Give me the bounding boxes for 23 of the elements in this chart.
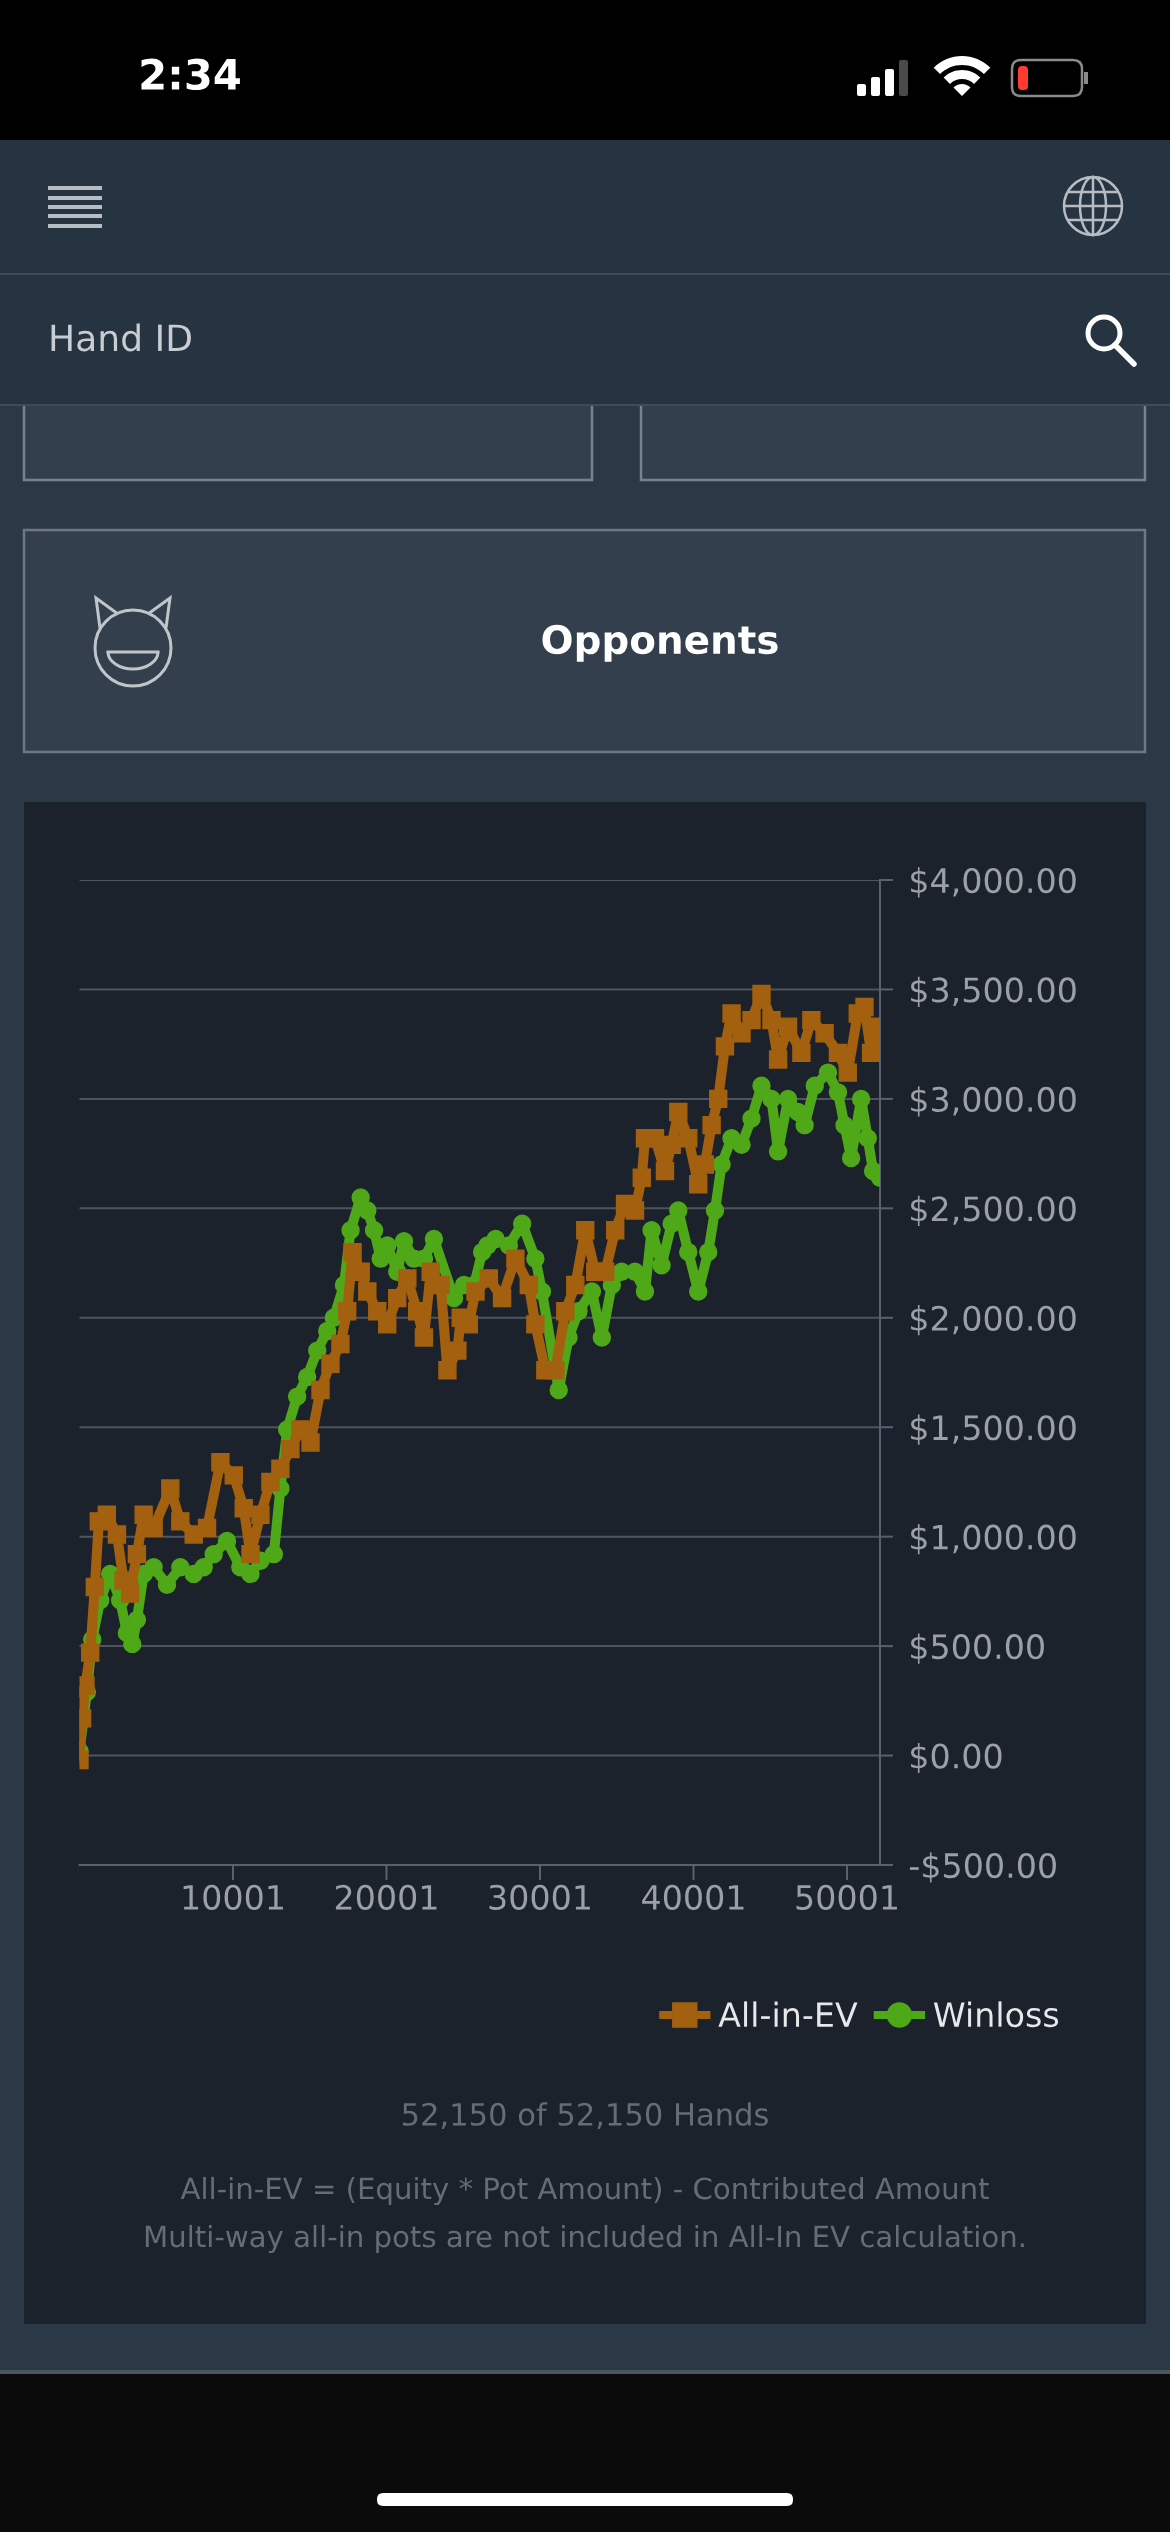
x-tick-label: 30001 <box>489 1884 590 1910</box>
y-tick-label: $1,000.00 <box>911 1524 1076 1555</box>
text: 2:34 <box>141 58 240 91</box>
text: All-in-EV = (Equity * Pot Amount) - Contributed Amount <box>180 2176 989 2206</box>
text: 52,150 of 52,150 Hands <box>402 2102 768 2129</box>
x-tick-label: 50001 <box>796 1884 897 1910</box>
x-tick-label: 10001 <box>183 1884 283 1910</box>
y-tick-label: $2,000.00 <box>911 1305 1076 1336</box>
text: Multi-way all-in pots are not included in All-In EV calculation. <box>145 2224 1024 2254</box>
y-tick-label: $2,500.00 <box>911 1195 1076 1226</box>
y-tick-label: $1,500.00 <box>911 1414 1076 1445</box>
y-tick-label: -$500.00 <box>909 1852 1056 1883</box>
legend-label: Winloss <box>933 2001 1059 2028</box>
x-tick-label: 40001 <box>642 1884 744 1910</box>
x-tick-label: 20001 <box>335 1884 437 1910</box>
y-tick-label: $500.00 <box>911 1633 1044 1664</box>
text: Opponents <box>542 624 778 662</box>
text: Hand ID <box>51 323 191 352</box>
y-tick-label: $4,000.00 <box>911 867 1076 898</box>
y-tick-label: $3,000.00 <box>911 1086 1076 1117</box>
y-tick-label: $0.00 <box>911 1742 1002 1774</box>
legend-label: All-in-EV <box>718 2001 858 2027</box>
y-tick-label: $3,500.00 <box>911 976 1076 1008</box>
